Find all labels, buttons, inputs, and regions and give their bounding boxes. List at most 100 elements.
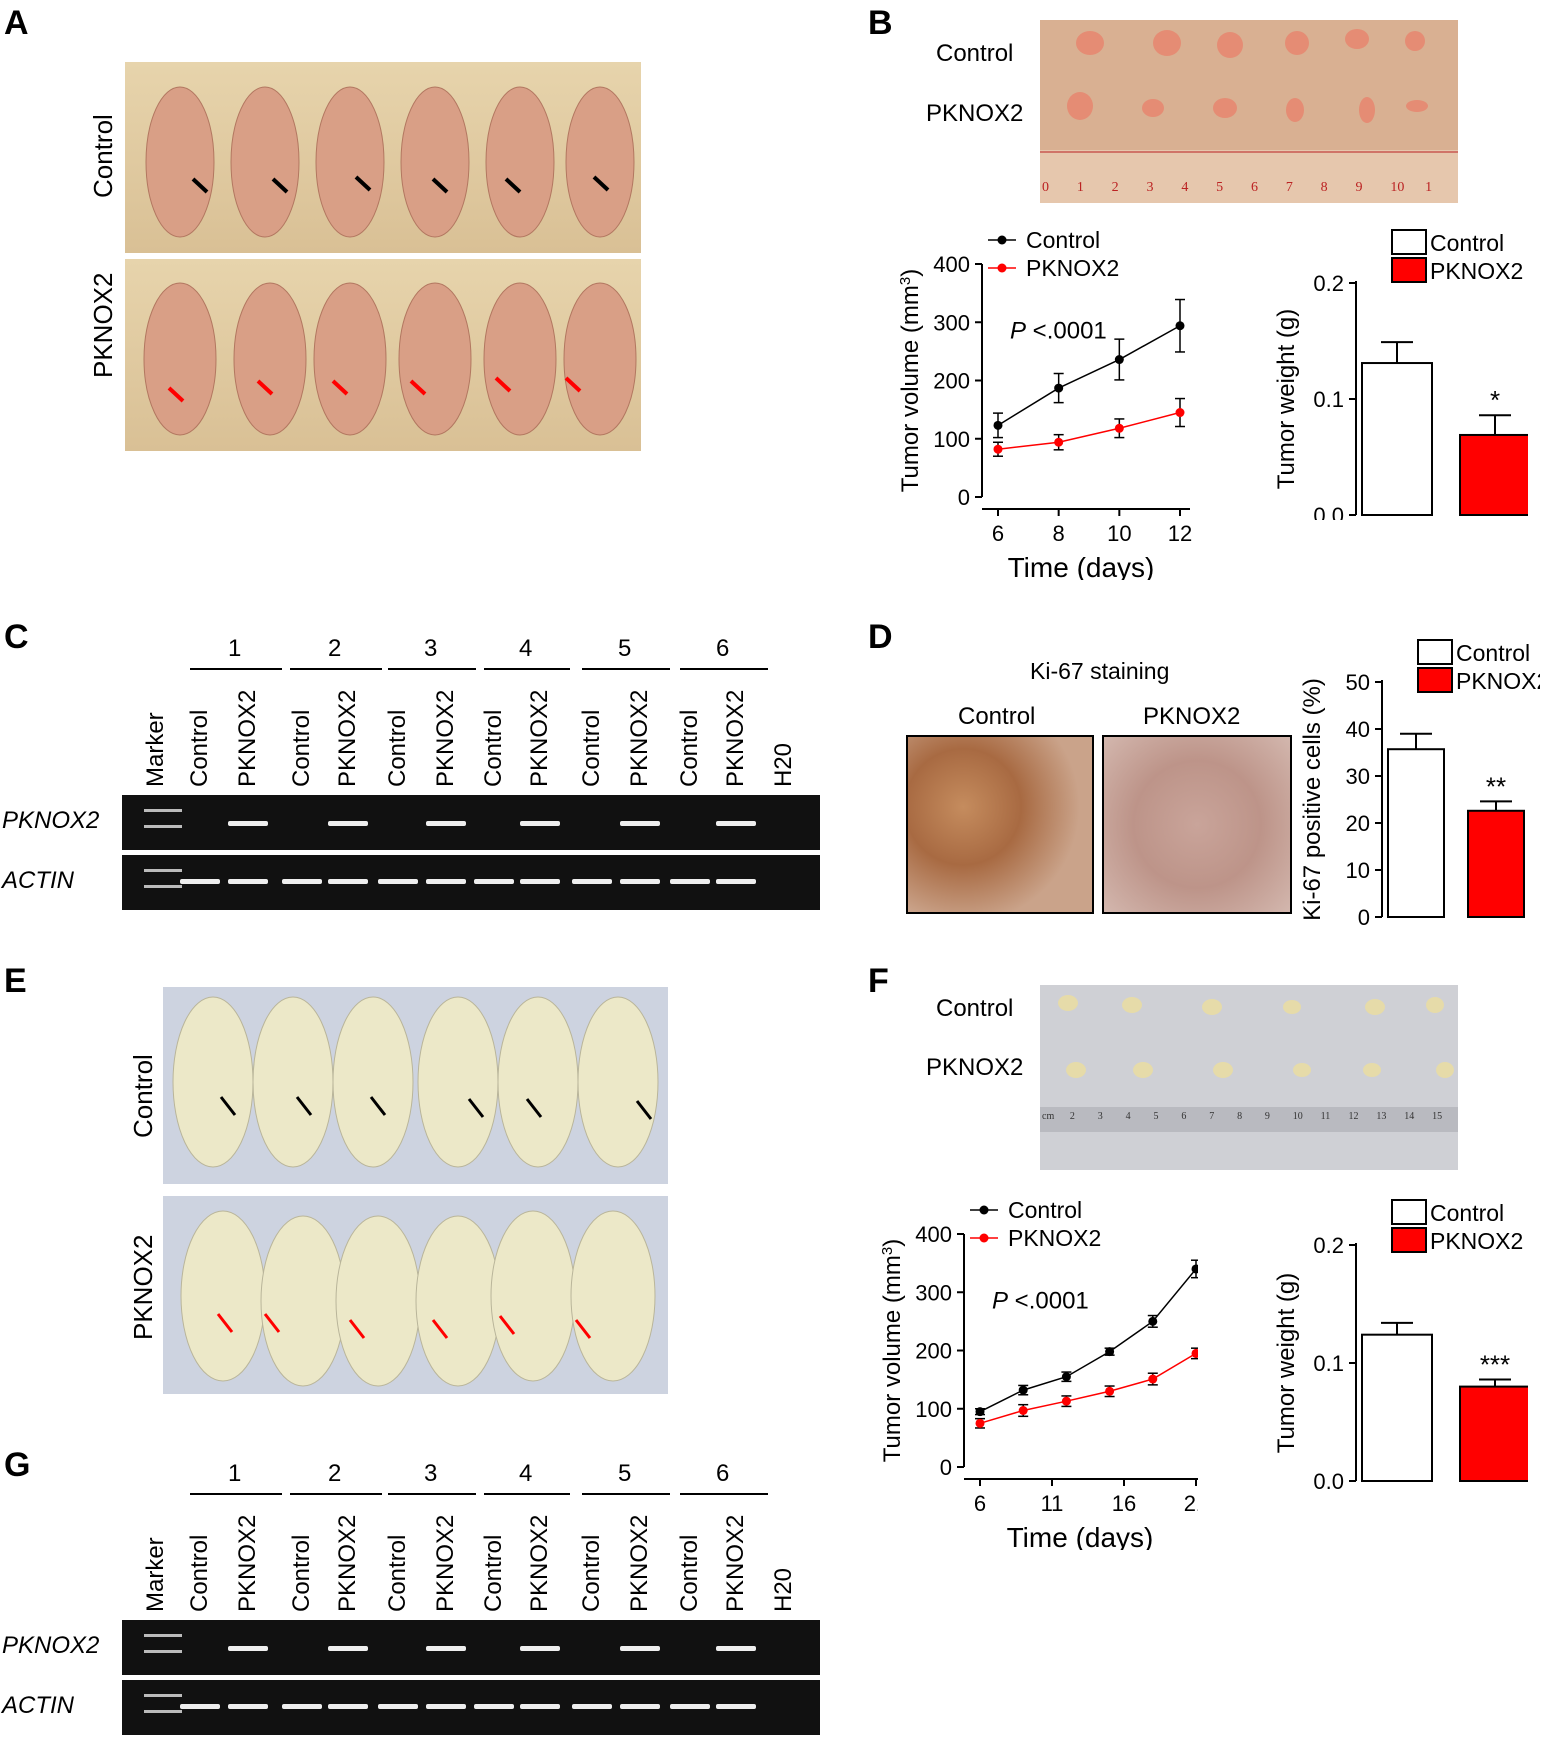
dna-band	[716, 1704, 756, 1709]
group-number: 4	[519, 1460, 533, 1487]
y-tick-label: 0.0	[1313, 503, 1344, 520]
data-point-pknox2	[1114, 423, 1124, 433]
panel-letter-g: G	[4, 1446, 31, 1484]
data-point-control	[975, 1407, 985, 1417]
lane-label: Control	[578, 709, 605, 787]
legend-swatch	[1391, 1227, 1427, 1253]
lane-label: PKNOX2	[334, 689, 361, 787]
ruler-number: 13	[1376, 1111, 1387, 1122]
lane-label: PKNOX2	[334, 1514, 361, 1612]
bar-pknox2	[1459, 1385, 1528, 1483]
dna-band	[716, 821, 756, 826]
group-underline	[290, 1493, 382, 1495]
gel-row-label: PKNOX2	[2, 807, 100, 834]
lane-label: PKNOX2	[234, 689, 261, 787]
dna-band	[228, 821, 268, 826]
y-tick-label: 200	[915, 1339, 952, 1364]
lane-label: Control	[384, 709, 411, 787]
ruler-numbers-b: 0 1 2 3 4 5 6 7 8 9 10 1	[1040, 180, 1458, 202]
x-tick-label: 8	[1053, 521, 1065, 546]
data-point-pknox2	[1061, 1396, 1071, 1406]
x-tick-label: 6	[974, 1491, 986, 1516]
mice-photo-control	[125, 62, 641, 253]
photo-label-pknox2: PKNOX2	[926, 100, 1024, 127]
ruler-number: 2	[1111, 180, 1119, 195]
dna-band	[474, 879, 514, 884]
dna-band	[282, 879, 322, 884]
y-tick-label: 100	[915, 1397, 952, 1422]
ki67-label-control: Control	[958, 703, 1036, 730]
ruler-number: 7	[1285, 180, 1293, 195]
group-number: 3	[424, 1460, 438, 1487]
marker-band	[144, 1694, 182, 1697]
tumor-photo-f: cm 2 3 4 5 6 7 8 9 10 11 12 13 14 15	[1040, 985, 1458, 1170]
ruler-number: 9	[1355, 180, 1363, 195]
gel-strip-actin	[122, 855, 820, 910]
dna-band	[180, 879, 220, 884]
dna-band	[228, 879, 268, 884]
data-point-control	[1054, 383, 1064, 393]
group-number: 5	[618, 1460, 632, 1487]
ruler-number: 5	[1153, 1111, 1159, 1122]
dna-band	[474, 1704, 514, 1709]
data-point-control	[1114, 355, 1124, 365]
dna-band	[426, 879, 466, 884]
significance-mark: **	[1486, 771, 1506, 801]
series-line-control	[997, 325, 1181, 426]
group-number: 1	[228, 1460, 242, 1487]
dna-band	[620, 879, 660, 884]
group-underline	[290, 668, 382, 670]
x-tick-label: 6	[992, 521, 1004, 546]
p-value-annotation: P <.0001	[1010, 317, 1107, 344]
data-point-pknox2	[1148, 1374, 1158, 1384]
legend-label: PKNOX2	[1026, 255, 1119, 281]
marker-band	[144, 809, 182, 812]
ruler-number: 10	[1292, 1111, 1303, 1122]
legend-label: PKNOX2	[1430, 1228, 1523, 1254]
dna-band	[716, 879, 756, 884]
ruler-number: 10	[1390, 180, 1405, 195]
gel-row-label: PKNOX2	[2, 1632, 100, 1659]
row-label-pknox2: PKNOX2	[88, 272, 118, 379]
row-label-control-e: Control	[128, 1054, 158, 1138]
lane-label: Marker	[142, 1537, 169, 1612]
dna-band	[670, 879, 710, 884]
significance-mark: ***	[1480, 1350, 1510, 1380]
x-tick-label: 21	[1184, 1491, 1198, 1516]
lane-label: PKNOX2	[432, 689, 459, 787]
ruler-number: 12	[1348, 1111, 1359, 1122]
legend-label: PKNOX2	[1430, 258, 1523, 284]
legend-swatch	[1417, 639, 1453, 665]
marker-band	[144, 825, 182, 828]
chart-f-tumor-weight: 0.0 0.1 0.2 Tumor weight (g) *** ControlPKNOX…	[1273, 1199, 1528, 1490]
y-axis-label: Tumor weight (g)	[1273, 309, 1300, 490]
ruler-number: 1	[1425, 180, 1433, 195]
data-point-pknox2	[1191, 1348, 1198, 1358]
dna-band	[328, 879, 368, 884]
group-number: 2	[328, 635, 342, 662]
gel-strip-pknox2	[122, 795, 820, 850]
data-point-control	[1191, 1264, 1198, 1274]
dna-band	[426, 1646, 466, 1651]
group-underline	[388, 668, 476, 670]
y-tick-label: 0	[940, 1455, 952, 1480]
panel-letter-b: B	[868, 4, 893, 42]
x-tick-label: 12	[1168, 521, 1192, 546]
marker-band	[144, 885, 182, 888]
row-label-control: Control	[88, 114, 118, 198]
y-axis-label: Tumor weight (g)	[1273, 1273, 1300, 1454]
y-tick-label: 0.1	[1313, 387, 1344, 412]
ruler-number: 6	[1181, 1111, 1187, 1122]
lane-label: PKNOX2	[234, 1514, 261, 1612]
mice-photo-pknox2-e	[163, 1196, 668, 1394]
group-underline	[680, 1493, 768, 1495]
group-number: 5	[618, 635, 632, 662]
x-axis-label: Time (days)	[1007, 1522, 1154, 1550]
lane-label: Control	[676, 1534, 703, 1612]
data-point-control	[1061, 1372, 1071, 1382]
legend-label: Control	[1456, 640, 1530, 666]
legend-label: Control	[1430, 230, 1504, 256]
legend-marker	[979, 1205, 989, 1215]
ruler-number: 2	[1069, 1111, 1075, 1122]
